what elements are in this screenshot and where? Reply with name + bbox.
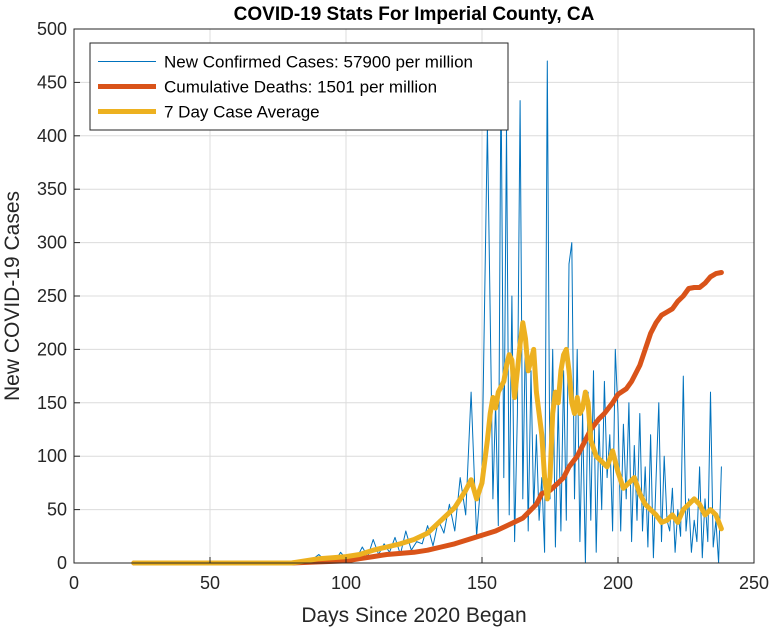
y-tick-label: 200 xyxy=(37,339,67,359)
x-tick-label: 50 xyxy=(200,573,220,593)
y-tick-label: 0 xyxy=(57,553,67,573)
series-line-3 xyxy=(131,320,724,566)
y-axis-label: New COVID-19 Cases xyxy=(1,191,24,401)
y-tick-label: 350 xyxy=(37,179,67,199)
y-tick-label: 300 xyxy=(37,233,67,253)
chart-title: COVID-19 Stats For Imperial County, CA xyxy=(234,4,595,25)
y-tick-label: 50 xyxy=(47,500,67,520)
x-tick-label: 250 xyxy=(739,573,769,593)
y-tick-label: 150 xyxy=(37,393,67,413)
y-tick-label: 400 xyxy=(37,126,67,146)
x-axis-label: Days Since 2020 Began xyxy=(301,604,526,627)
series-line-2 xyxy=(131,270,724,566)
axis-ticks: 0 50 100 150 200 250 0 50 100 150 200 250 300 350 400 4… xyxy=(37,19,769,593)
x-tick-label: 150 xyxy=(467,573,497,593)
x-tick-label: 200 xyxy=(603,573,633,593)
legend-entry-1: New Confirmed Cases: 57900 per million xyxy=(164,53,473,72)
legend-entry-3: 7 Day Case Average xyxy=(164,103,320,122)
x-tick-label: 0 xyxy=(69,573,79,593)
legend: New Confirmed Cases: 57900 per million Cu… xyxy=(89,42,509,131)
y-tick-label: 250 xyxy=(37,286,67,306)
legend-box xyxy=(89,42,509,131)
x-tick-label: 100 xyxy=(331,573,361,593)
series-layer xyxy=(131,60,724,566)
y-tick-label: 100 xyxy=(37,446,67,466)
legend-entry-2: Cumulative Deaths: 1501 per million xyxy=(164,78,437,97)
y-tick-label: 500 xyxy=(37,19,67,39)
y-tick-label: 450 xyxy=(37,72,67,92)
